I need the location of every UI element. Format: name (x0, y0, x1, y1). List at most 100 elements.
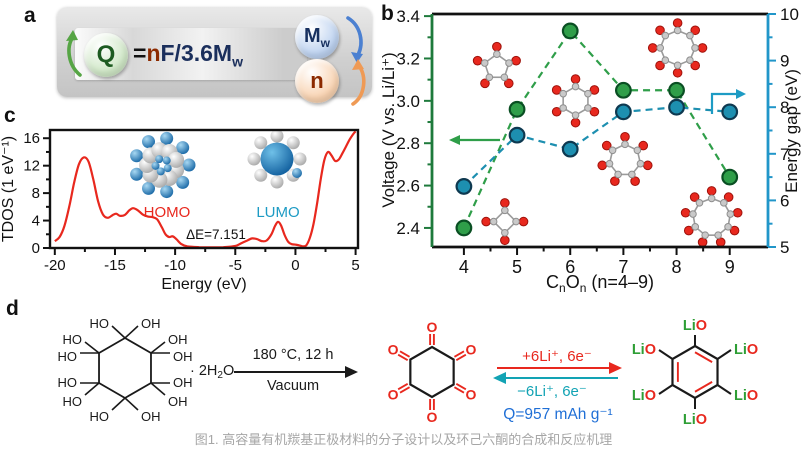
right-arrow-icon (736, 89, 746, 99)
backward-label: −6Li⁺, 6e⁻ (517, 383, 587, 400)
formula-eq: = (133, 40, 147, 66)
carbonyl-o-label: O (388, 342, 399, 358)
ylabel: TDOS (1 eV⁻¹) (0, 136, 17, 242)
energy-gap-series (455, 98, 739, 195)
cycle-arrow-orange (344, 57, 374, 114)
lumo-orbital-image (247, 129, 307, 189)
figure-caption: 图1. 高容量有机羰基正极材料的分子设计以及环己六酮的合成和反应机理 (194, 432, 613, 447)
svg-text:-15: -15 (104, 257, 126, 274)
plot-frame (48, 128, 360, 250)
hydroxyl-label: OH (168, 332, 188, 347)
n-bubble-label: n (310, 68, 324, 93)
carbonyl-o-label: O (388, 387, 399, 403)
svg-text:9: 9 (725, 257, 735, 277)
axis-pointer-arrows (449, 89, 746, 145)
cycle-arrow-blue (342, 13, 372, 70)
svg-text:12: 12 (23, 158, 40, 175)
axes-ticks: -20 -15 -10 -5 0 5 0 4 8 12 16 (23, 130, 359, 274)
arrowhead-icon (345, 366, 358, 378)
blue-curved-arrow-icon (346, 16, 363, 63)
lumo-label: LUMO (256, 204, 299, 221)
data-point (561, 22, 579, 40)
voltage-series (455, 22, 739, 237)
molecule-c9o9 (680, 186, 743, 248)
data-point (508, 126, 526, 144)
svg-text:3.4: 3.4 (396, 7, 420, 26)
data-point (721, 103, 739, 121)
green-curved-arrow-icon (66, 30, 82, 77)
right-axis: 5 6 7 8 9 10 (768, 5, 799, 257)
data-point (614, 103, 632, 121)
formula-n: n (146, 40, 161, 66)
xlabel: Energy (eV) (161, 276, 246, 293)
hydroxyl-label: OH (141, 409, 161, 424)
data-point (721, 168, 739, 186)
gap-annotation: ΔE=7.151 (186, 227, 246, 242)
carbonyl-o-label: O (466, 387, 477, 403)
panel-c-label: c (4, 104, 16, 127)
panel-d-label: d (6, 297, 19, 320)
lithiation-equilibrium: +6Li⁺, 6e⁻ −6Li⁺, 6e⁻ Q=957 mAh g⁻¹ (493, 348, 622, 423)
condition-arrow: 180 °C, 12 h Vacuum (234, 347, 358, 394)
hydroxyl-label: HO (58, 349, 78, 364)
molecule-sketches (472, 18, 743, 248)
oli-label: LiO (683, 318, 707, 334)
svg-text:7: 7 (618, 257, 628, 277)
svg-text:0: 0 (291, 257, 299, 274)
formula-panel: Q =nF/3.6Mw Mw n (57, 7, 372, 106)
left-axis: 2.4 2.6 2.8 3.0 3.2 3.4 (396, 7, 432, 238)
cycle-arrow-green (61, 29, 91, 86)
data-point (561, 140, 579, 158)
backward-arrowhead-icon (493, 372, 506, 384)
svg-text:5: 5 (512, 257, 522, 277)
svg-text:8: 8 (32, 185, 40, 202)
voltage-gap-chart: 2.4 2.6 2.8 3.0 3.2 3.4 5 6 7 8 9 10 4 5 6 7 8 9 Voltage (… (380, 5, 801, 295)
ylabel-left: Voltage (V vs. Li/Li⁺) (380, 52, 398, 207)
carbonyl-o-label: O (466, 342, 477, 358)
carbonyl-o-label: O (427, 319, 438, 335)
hydrate-label: · 2H2O (190, 363, 234, 381)
svg-text:16: 16 (23, 130, 40, 147)
oli-label: LiO (683, 412, 707, 428)
q-bubble: Q (84, 33, 128, 77)
data-point (508, 100, 526, 118)
data-point (668, 98, 685, 116)
capacity-formula: =nF/3.6Mw (133, 40, 243, 70)
panel-b-label: b (381, 2, 394, 25)
svg-text:3.0: 3.0 (396, 92, 420, 111)
svg-text:8: 8 (672, 257, 682, 277)
lithium-enolate-structure: LiO LiO LiO LiO LiO LiO (632, 318, 758, 428)
carbonyl-o-label: O (427, 409, 438, 425)
homo-label: HOMO (144, 204, 191, 221)
molecule-c4o4 (481, 198, 529, 246)
svg-text:5: 5 (780, 238, 789, 257)
oli-label: LiO (734, 342, 758, 358)
bottom-axis: 4 5 6 7 8 9 (459, 247, 735, 277)
svg-text:10: 10 (780, 5, 799, 24)
hydroxyl-label: OH (168, 394, 188, 409)
formula-rest: F/3.6M (160, 40, 233, 66)
svg-text:5: 5 (351, 257, 359, 274)
n-bubble: n (295, 59, 339, 103)
oli-label: LiO (632, 388, 656, 404)
svg-text:0: 0 (32, 240, 40, 257)
hydroxyl-label: HO (90, 316, 110, 331)
oli-label: LiO (632, 342, 656, 358)
hydroxyl-label: OH (173, 375, 193, 390)
mw-bubble: Mw (295, 15, 339, 59)
data-point (668, 81, 685, 99)
ylabel-right: Energy gap (eV) (782, 69, 801, 193)
svg-text:6: 6 (565, 257, 575, 277)
condition-top: 180 °C, 12 h (253, 347, 334, 363)
svg-text:4: 4 (32, 213, 40, 230)
data-point (455, 178, 473, 195)
xlabel: CnOn (n=4–9) (546, 272, 654, 295)
homo-orbital-image (130, 131, 196, 199)
svg-text:2.6: 2.6 (396, 177, 420, 196)
svg-text:-5: -5 (229, 257, 242, 274)
molecule-c8o8 (647, 18, 708, 78)
condition-bottom: Vacuum (267, 378, 319, 394)
svg-text:2.4: 2.4 (396, 219, 420, 238)
